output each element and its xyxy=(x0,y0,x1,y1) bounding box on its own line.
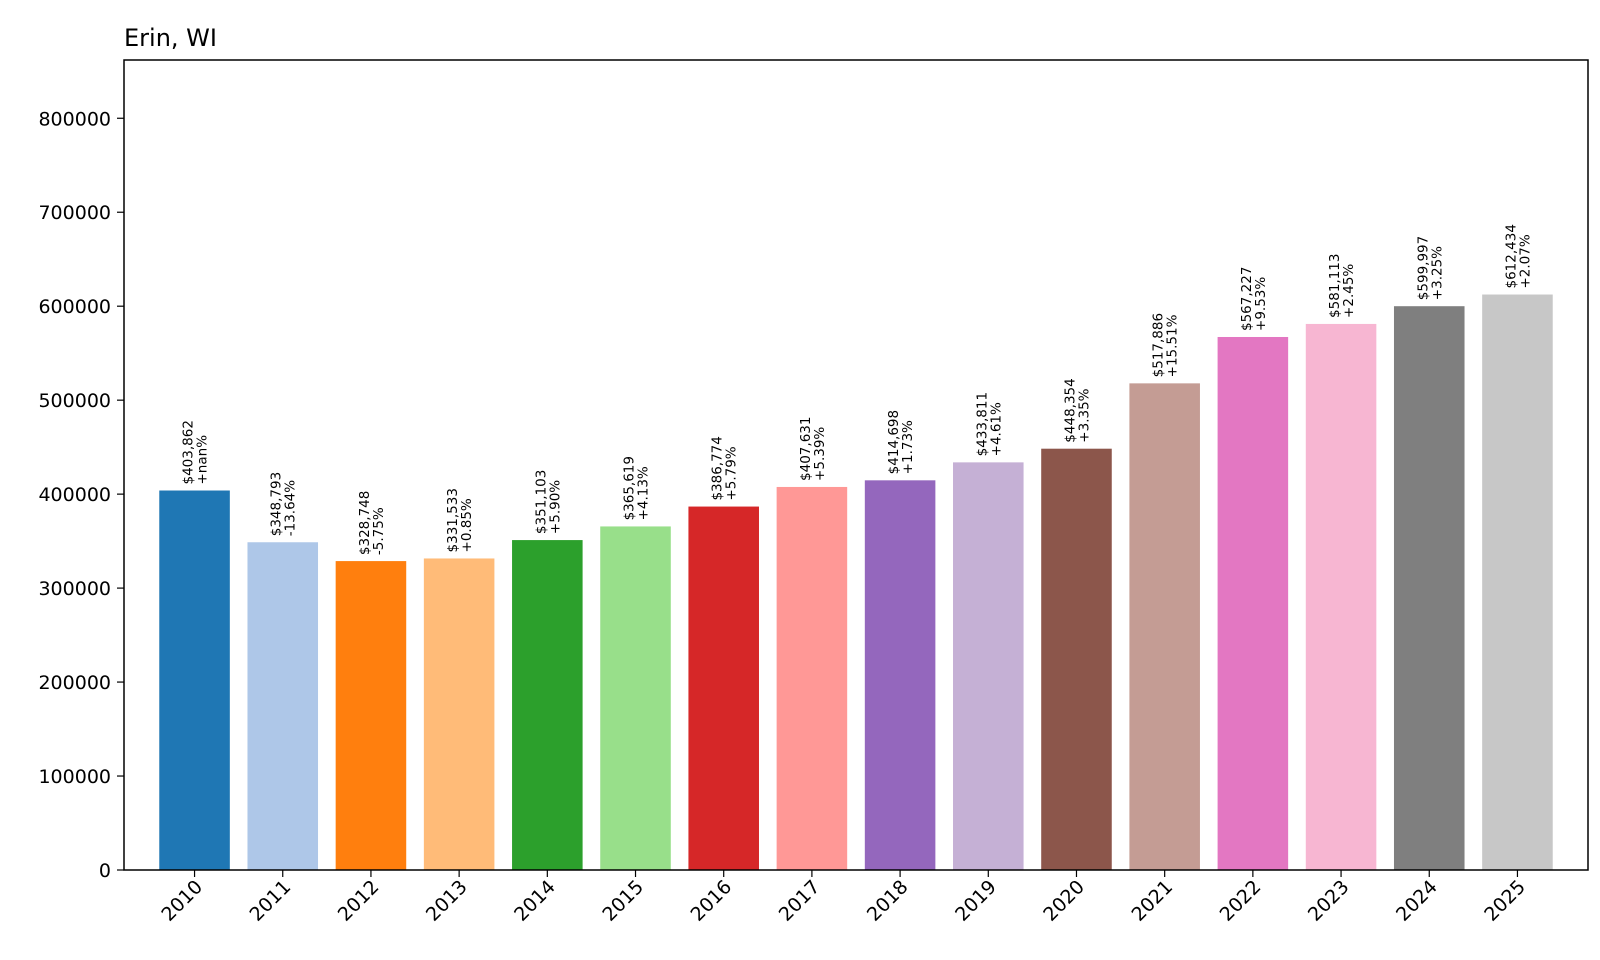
bar-change-label: +15.51% xyxy=(1165,314,1181,377)
y-tick-label: 200000 xyxy=(38,672,111,694)
bar-change-label: -5.75% xyxy=(371,507,387,555)
x-tick-label-2019: 2019 xyxy=(951,876,1001,926)
x-tick-label-2017: 2017 xyxy=(775,876,825,926)
bar-value-label: $517,886 xyxy=(1151,313,1167,377)
bar-2013 xyxy=(423,558,495,870)
plot-area-frame xyxy=(123,59,1589,871)
bar-label-2023: $581,113+2.45% xyxy=(1327,254,1357,318)
x-tick-label-2020: 2020 xyxy=(1039,876,1089,926)
bar-label-2013: $331,533+0.85% xyxy=(445,488,475,552)
bar-value-label: $567,227 xyxy=(1239,267,1255,331)
bar-2018 xyxy=(864,480,936,870)
bar-label-2019: $433,811+4.61% xyxy=(974,392,1004,456)
bar-value-label: $433,811 xyxy=(974,392,990,456)
bar-change-label: +9.53% xyxy=(1253,277,1269,331)
bar-label-2016: $386,774+5.79% xyxy=(710,436,740,500)
bar-change-label: +2.07% xyxy=(1517,234,1533,288)
bar-value-label: $351,103 xyxy=(533,470,549,534)
bar-label-2020: $448,354+3.35% xyxy=(1062,378,1092,442)
bars-layer xyxy=(159,294,1553,871)
bar-label-2018: $414,698+1.73% xyxy=(886,410,916,474)
bar-value-label: $581,113 xyxy=(1327,254,1343,318)
bar-2016 xyxy=(688,506,759,870)
x-tick-label-2023: 2023 xyxy=(1304,876,1354,926)
bar-change-label: +4.61% xyxy=(988,402,1004,456)
bar-label-2017: $407,631+5.39% xyxy=(798,417,828,481)
chart-title: Erin, WI xyxy=(124,24,217,52)
bar-label-2015: $365,619+4.13% xyxy=(622,456,652,520)
x-tick-label-2025: 2025 xyxy=(1480,876,1530,926)
bar-2025 xyxy=(1482,294,1553,870)
bar-change-label: +nan% xyxy=(195,435,211,485)
bar-2017 xyxy=(776,486,848,870)
bar-2022 xyxy=(1217,336,1289,871)
bar-change-label: +4.13% xyxy=(636,466,652,520)
bar-2021 xyxy=(1129,383,1200,870)
bar-2010 xyxy=(159,490,230,870)
bar-value-label: $599,997 xyxy=(1415,236,1431,300)
bar-change-label: +2.45% xyxy=(1341,264,1357,318)
bar-2023 xyxy=(1305,323,1377,871)
y-tick-label: 400000 xyxy=(38,484,111,506)
x-tick-label-2014: 2014 xyxy=(510,876,560,926)
bar-2024 xyxy=(1393,306,1465,870)
y-tick-label: 500000 xyxy=(38,390,111,412)
x-tick-label-2012: 2012 xyxy=(334,876,384,926)
x-tick-label-2011: 2011 xyxy=(246,876,296,926)
bar-2012 xyxy=(335,561,407,870)
bar-label-2024: $599,997+3.25% xyxy=(1415,236,1445,300)
bar-label-2010: $403,862+nan% xyxy=(181,420,211,484)
bar-change-label: +0.85% xyxy=(459,498,475,552)
bar-value-label: $403,862 xyxy=(181,420,197,484)
bar-label-2022: $567,227+9.53% xyxy=(1239,267,1269,331)
bar-value-label: $328,748 xyxy=(357,491,373,555)
x-tick-label-2024: 2024 xyxy=(1392,876,1442,926)
bar-value-label: $386,774 xyxy=(710,436,726,500)
y-tick-label: 800000 xyxy=(38,108,111,130)
y-tick-label: 700000 xyxy=(38,202,111,224)
bar-change-label: +1.73% xyxy=(900,420,916,474)
bar-labels-layer: $403,862+nan% $348,793-13.64% $328,748-5.7… xyxy=(181,224,1534,555)
bar-value-label: $365,619 xyxy=(622,456,638,520)
x-tick-label-2010: 2010 xyxy=(157,876,207,926)
bar-value-label: $448,354 xyxy=(1062,378,1078,442)
bar-2020 xyxy=(1041,448,1112,870)
bar-value-label: $331,533 xyxy=(445,488,461,552)
bar-change-label: +5.79% xyxy=(724,446,740,500)
bar-label-2012: $328,748-5.75% xyxy=(357,491,387,555)
x-tick-label-2015: 2015 xyxy=(598,876,648,926)
y-axis: 0 100000 200000 300000 400000 500000 600000 700… xyxy=(38,108,124,882)
x-tick-label-2016: 2016 xyxy=(686,876,736,926)
bar-change-label: +5.39% xyxy=(812,427,828,481)
bar-change-label: +5.90% xyxy=(547,480,563,534)
bar-2019 xyxy=(953,462,1024,870)
x-axis: 2010 2011 2012 2013 2014 2015 2016 2017 2018 2019… xyxy=(157,870,1530,926)
bar-2014 xyxy=(512,540,583,870)
y-tick-label: 300000 xyxy=(38,578,111,600)
x-tick-label-2021: 2021 xyxy=(1127,876,1177,926)
x-tick-label-2022: 2022 xyxy=(1216,876,1266,926)
bar-change-label: -13.64% xyxy=(283,480,299,537)
bar-value-label: $612,434 xyxy=(1503,224,1519,288)
bar-2011 xyxy=(247,542,319,870)
bar-label-2021: $517,886+15.51% xyxy=(1151,313,1181,377)
bar-value-label: $348,793 xyxy=(269,472,285,536)
bar-2015 xyxy=(600,526,671,870)
y-tick-label: 0 xyxy=(99,860,111,882)
y-tick-label: 600000 xyxy=(38,296,111,318)
bar-label-2025: $612,434+2.07% xyxy=(1503,224,1533,288)
x-tick-label-2013: 2013 xyxy=(422,876,472,926)
bar-value-label: $407,631 xyxy=(798,417,814,481)
bar-label-2014: $351,103+5.90% xyxy=(533,470,563,534)
y-tick-label: 100000 xyxy=(38,766,111,788)
bar-change-label: +3.25% xyxy=(1429,246,1445,300)
bar-change-label: +3.35% xyxy=(1076,388,1092,442)
bar-label-2011: $348,793-13.64% xyxy=(269,472,299,536)
bar-value-label: $414,698 xyxy=(886,410,902,474)
x-tick-label-2018: 2018 xyxy=(863,876,913,926)
